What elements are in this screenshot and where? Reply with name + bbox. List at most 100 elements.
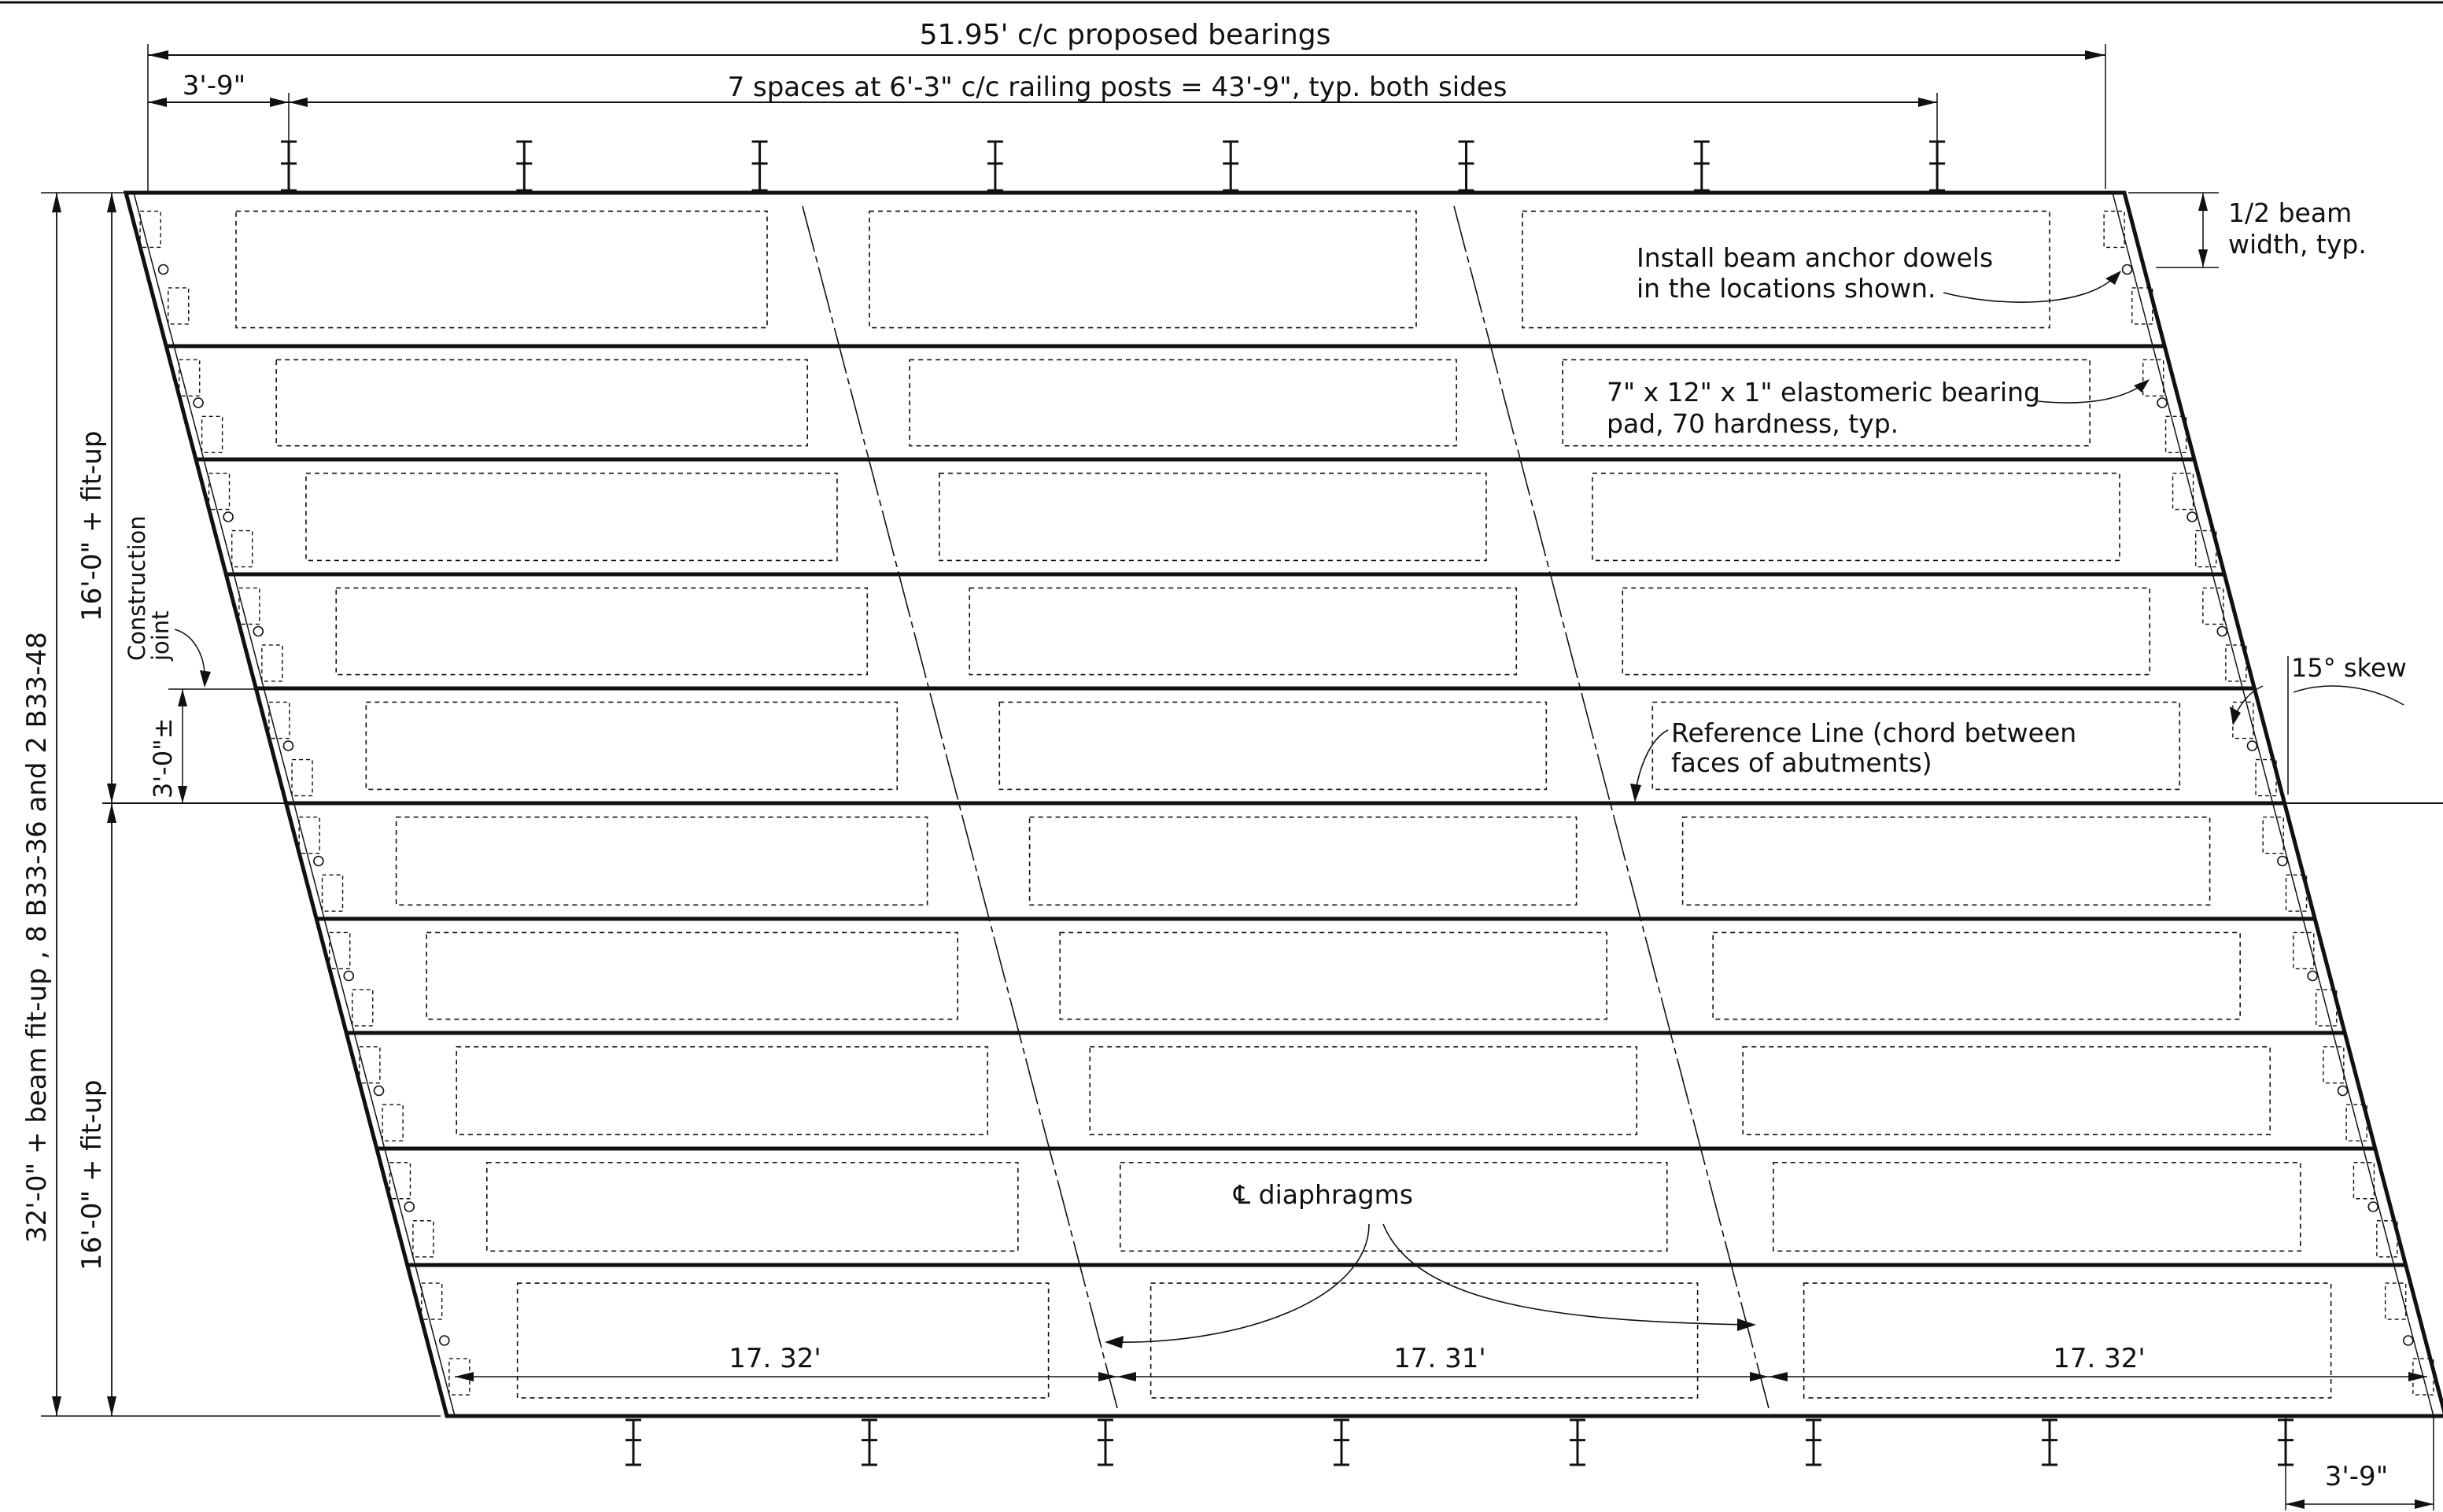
anchor-pad-box (2285, 874, 2308, 912)
anchor-pad-box (2323, 1045, 2345, 1084)
lower-half-label: 16'-0" + fit-up (76, 1080, 108, 1270)
railing-post-top (1693, 140, 1710, 192)
anchor-pad-box (298, 816, 320, 854)
railing-post-bottom (1806, 1418, 1821, 1466)
anchor-dowel-leader (1943, 275, 2117, 303)
bottom-end-offset-dimension: 3'-9" (2285, 1416, 2434, 1510)
anchor-pad-box (2345, 1104, 2367, 1141)
bearing-pad-outline (485, 1161, 1019, 1252)
anchor-pad-box (2376, 1220, 2398, 1258)
bearing-pad-outline (1712, 931, 2241, 1020)
half-beam-width-line2: width, typ. (2228, 229, 2367, 260)
anchor-pad-box (420, 1282, 443, 1320)
bearing-pad-outline (1681, 816, 2211, 906)
anchor-dowel-circle (313, 855, 324, 867)
bearing-pad-outline (1622, 587, 2151, 676)
anchor-pad-box (201, 415, 223, 453)
anchor-dowel-circle (2121, 264, 2133, 275)
bearing-pad-outline (516, 1282, 1050, 1399)
anchor-pad-box (2316, 989, 2338, 1027)
bearing-pad-outline (1742, 1045, 2271, 1136)
bearing-pad-outline (1059, 931, 1607, 1020)
skew-annotation: 15° skew (2230, 653, 2407, 795)
bearing-pad-outline (1119, 1161, 1668, 1252)
bearing-pad-outline (305, 472, 838, 562)
anchor-pad-box (2353, 1162, 2375, 1200)
upper-half-label: 16'-0" + fit-up (76, 431, 108, 621)
railing-post-top (751, 140, 768, 192)
anchor-dowel-circle (2307, 970, 2318, 982)
diaphragm-leader-left (1109, 1223, 1370, 1343)
skew-label: 15° skew (2291, 653, 2407, 683)
abutment-line-left (133, 192, 456, 1417)
anchor-pad-box (389, 1162, 411, 1200)
bearing-pad-group (139, 210, 2434, 1399)
anchor-pad-box (2225, 644, 2247, 682)
anchor-dowel-circle (2403, 1335, 2414, 1346)
railing-post-top (1929, 140, 1946, 192)
deck-outline (123, 190, 2443, 1418)
anchor-pad-box (2131, 287, 2153, 325)
bearing-pad-outline (1772, 1161, 2301, 1252)
bearing-pad-outline (869, 210, 1417, 329)
bearing-span-label: 51.95' c/c proposed bearings (920, 19, 1331, 51)
anchor-dowel-circle (157, 264, 169, 275)
railing-post-bottom (626, 1418, 641, 1466)
railing-post-top (516, 140, 533, 192)
anchor-pad-box (352, 989, 374, 1027)
bearing-pad-outline (1150, 1282, 1699, 1399)
anchor-pad-box (2142, 359, 2164, 396)
bearing-pad-leader (2037, 383, 2145, 404)
reference-line-note-line2: faces of abutments) (1671, 747, 1932, 778)
anchor-pad-box (359, 1045, 381, 1084)
railing-spacing-label: 7 spaces at 6'-3" c/c railing posts = 43… (728, 72, 1508, 103)
bearing-pad-outline (365, 701, 899, 791)
railing-post-bottom (1570, 1418, 1585, 1466)
anchor-pad-box (261, 644, 283, 682)
bearing-pad-note-line2: pad, 70 hardness, typ. (1607, 408, 1899, 439)
railing-post-bottom (862, 1418, 877, 1466)
bearing-span-dimension: 51.95' c/c proposed bearings (147, 19, 2106, 193)
anchor-pad-box (2262, 816, 2284, 854)
railing-post-bottom (2042, 1418, 2057, 1466)
anchor-pad-box (382, 1104, 404, 1141)
anchor-dowel-circle (2277, 855, 2288, 867)
abutment-line-right (2112, 192, 2434, 1417)
railing-post-bottom (1098, 1418, 1113, 1466)
anchor-pad-box (238, 587, 260, 625)
construction-joint-line1: Construction (124, 515, 150, 661)
anchor-dowel-circle (193, 397, 204, 408)
anchor-pad-box (178, 359, 201, 396)
railing-post-top (1458, 140, 1474, 192)
bearing-pad-outline (1803, 1282, 2332, 1399)
anchor-dowel-circle (404, 1201, 415, 1212)
anchor-pad-box (208, 472, 231, 511)
anchor-dowel-circle (373, 1085, 385, 1097)
anchor-pad-box (2164, 415, 2187, 453)
bearing-pad-outline (1592, 472, 2120, 562)
anchor-dowel-circle (343, 970, 354, 982)
diaphragm-line-right (1453, 205, 1770, 1409)
anchor-pad-box (2255, 758, 2277, 797)
anchor-pad-box (231, 529, 253, 568)
railing-post-top (1223, 140, 1239, 192)
anchor-dowel-circle (2337, 1085, 2349, 1097)
anchor-pad-box (168, 287, 190, 325)
bearing-pad-outline (335, 587, 869, 676)
end-offset-bottom-label: 3'-9" (2325, 1461, 2389, 1492)
anchor-dowel-circle (2367, 1201, 2379, 1212)
anchor-dowel-circle (2216, 625, 2228, 637)
anchor-dowel-note-line2: in the locations shown. (1637, 273, 1936, 304)
construction-joint-annotation: Construction joint 3'-0"± (124, 515, 256, 803)
anchor-pad-box (2293, 931, 2315, 970)
segment-middle-label: 17. 31' (1393, 1343, 1486, 1374)
joint-offset-label: 3'-0"± (148, 717, 178, 798)
overall-width-dimension: 32'-0" + beam fit-up , 8 B33-36 and 2 B3… (21, 192, 441, 1417)
overall-width-label: 32'-0" + beam fit-up , 8 B33-36 and 2 B3… (21, 632, 53, 1243)
end-offset-top-label: 3'-9" (183, 70, 246, 101)
anchor-pad-box (268, 701, 290, 739)
anchor-pad-box (329, 931, 351, 970)
bearing-pad-outline (426, 931, 958, 1020)
bearing-pad-outline (1522, 210, 2050, 329)
anchor-pad-box (2194, 529, 2217, 568)
